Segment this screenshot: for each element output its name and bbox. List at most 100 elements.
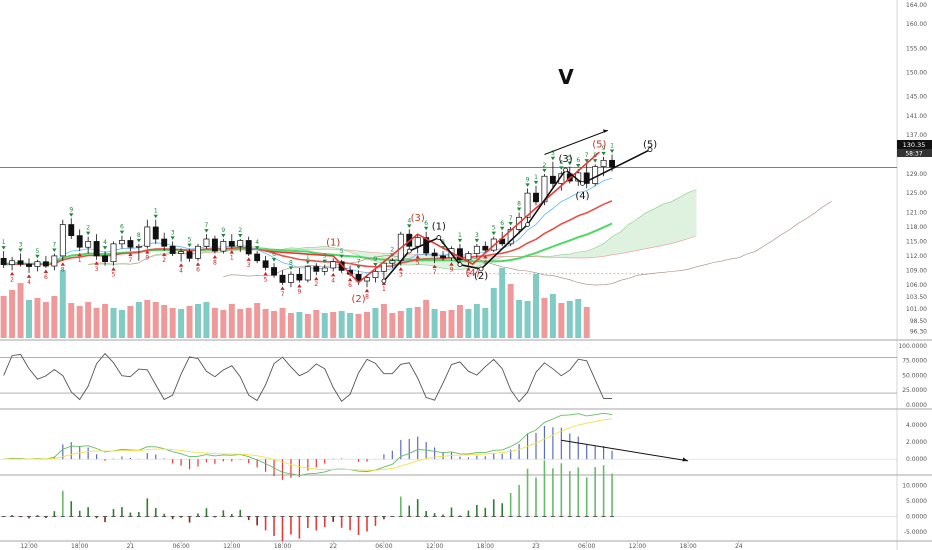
candle-body bbox=[473, 245, 480, 254]
volume-bar bbox=[0, 296, 7, 338]
candle-body bbox=[178, 251, 185, 254]
volume-bar bbox=[516, 300, 523, 338]
sell-setup-count: 6 bbox=[120, 224, 124, 231]
chart-title-glyph: V bbox=[558, 65, 574, 89]
wave-label: (3) bbox=[558, 154, 572, 165]
candle-body bbox=[364, 277, 370, 282]
candle-body bbox=[296, 273, 303, 281]
price-tick-label: 96.30 bbox=[910, 329, 927, 336]
buy-setup-count: 2 bbox=[314, 281, 318, 288]
sell-setup-arrow bbox=[609, 149, 615, 154]
volume-bar bbox=[566, 301, 573, 338]
buy-setup-count: 3 bbox=[247, 262, 251, 269]
sell-setup-count: 2 bbox=[86, 225, 90, 232]
buy-setup-count: 7 bbox=[433, 269, 437, 276]
buy-setup-count: 4 bbox=[483, 260, 487, 267]
candle-body bbox=[457, 248, 463, 261]
sell-setup-arrow bbox=[238, 234, 243, 238]
buy-setup-count: 6 bbox=[44, 274, 48, 281]
candle-body bbox=[609, 159, 616, 168]
candle-body bbox=[254, 253, 261, 262]
wave-label: (2) bbox=[351, 294, 365, 305]
buy-setup-count: 6 bbox=[348, 282, 352, 289]
sell-setup-count: 2 bbox=[238, 227, 242, 234]
sell-setup-arrow bbox=[305, 260, 311, 265]
sell-setup-count: 3 bbox=[475, 232, 479, 239]
buy-setup-count: 9 bbox=[450, 267, 454, 274]
volume-bar bbox=[26, 300, 32, 338]
momentum-panel: 10.0000 5.0000 0.0000 -5.0000 bbox=[0, 460, 927, 542]
buy-setup-arrow bbox=[60, 262, 65, 266]
candle-body bbox=[507, 229, 514, 245]
candle-body bbox=[110, 243, 117, 263]
wave-label: (1) bbox=[326, 237, 340, 248]
candle-body bbox=[76, 235, 83, 248]
buy-setup-arrow bbox=[347, 277, 353, 282]
volume-bar bbox=[533, 274, 539, 338]
macd-tick-label: 4.0000 bbox=[906, 422, 927, 429]
volume-bar bbox=[440, 311, 447, 338]
price-tick-label: 155.00 bbox=[906, 45, 927, 52]
candle-body bbox=[524, 192, 531, 218]
buy-setup-arrow bbox=[246, 257, 251, 261]
candle-body bbox=[533, 192, 539, 203]
stoch-line bbox=[3, 352, 613, 403]
wave-node bbox=[381, 278, 387, 284]
buy-setup-arrow bbox=[398, 267, 403, 271]
sell-setup-arrow bbox=[221, 234, 226, 238]
volume-bar bbox=[76, 306, 83, 338]
wave-node bbox=[647, 147, 653, 153]
candle-body bbox=[34, 261, 41, 267]
buy-setup-count: 8 bbox=[365, 293, 369, 300]
candle-body bbox=[59, 224, 66, 257]
macd-tick-label: 0.0000 bbox=[906, 456, 927, 463]
sell-setup-count: 9 bbox=[526, 176, 530, 183]
buy-setup-count: 9 bbox=[297, 288, 301, 295]
volume-bar bbox=[482, 308, 489, 338]
candle-body bbox=[211, 238, 218, 252]
buy-setup-count: 4 bbox=[331, 277, 335, 284]
volume-bar bbox=[499, 268, 506, 338]
candle-body bbox=[68, 224, 75, 236]
buy-setup-count: 5 bbox=[112, 272, 116, 279]
sell-setup-arrow bbox=[542, 168, 547, 173]
time-tick-label: 18:00 bbox=[477, 543, 494, 550]
volume-bar bbox=[355, 314, 362, 338]
buy-setup-arrow bbox=[229, 250, 234, 254]
sell-setup-count: 9 bbox=[602, 145, 606, 152]
panel-bg bbox=[0, 410, 897, 474]
candle-body bbox=[51, 255, 58, 267]
wave-node bbox=[436, 235, 442, 240]
volume-bar bbox=[93, 308, 100, 338]
price-tick-label: 101.00 bbox=[906, 306, 927, 313]
sell-setup-arrow bbox=[1, 246, 6, 250]
buy-setup-arrow bbox=[195, 262, 201, 266]
sell-setup-arrow bbox=[525, 183, 530, 187]
buy-setup-arrow bbox=[94, 261, 99, 265]
sell-setup-arrow bbox=[288, 266, 294, 270]
wave-node bbox=[478, 266, 484, 272]
stoch-tick-label: 0.0000 bbox=[906, 402, 927, 409]
buy-setup-arrow bbox=[432, 264, 437, 269]
price-tick-label: 103.50 bbox=[906, 294, 927, 301]
candle-body bbox=[161, 238, 168, 247]
candle-body bbox=[93, 241, 100, 257]
volume-bar bbox=[169, 308, 176, 338]
sell-setup-count: 6 bbox=[424, 220, 428, 227]
time-tick-label: 18:00 bbox=[679, 543, 696, 550]
wave-node bbox=[563, 167, 568, 173]
volume-bar bbox=[220, 310, 227, 338]
countdown-badge: 58:37 bbox=[897, 149, 932, 158]
candle-body bbox=[26, 263, 32, 267]
buy-setup-arrow bbox=[415, 255, 420, 259]
buy-setup-count: 1 bbox=[382, 286, 386, 293]
volume-bar bbox=[9, 290, 16, 338]
price-tick-label: 164.00 bbox=[906, 2, 927, 9]
buy-setup-count: 4 bbox=[27, 279, 31, 286]
sell-setup-arrow bbox=[69, 213, 74, 217]
sell-setup-count: 5 bbox=[340, 248, 344, 255]
wave-node bbox=[525, 222, 530, 227]
sell-setup-arrow bbox=[187, 243, 192, 248]
wave-label: (5) bbox=[592, 139, 606, 150]
